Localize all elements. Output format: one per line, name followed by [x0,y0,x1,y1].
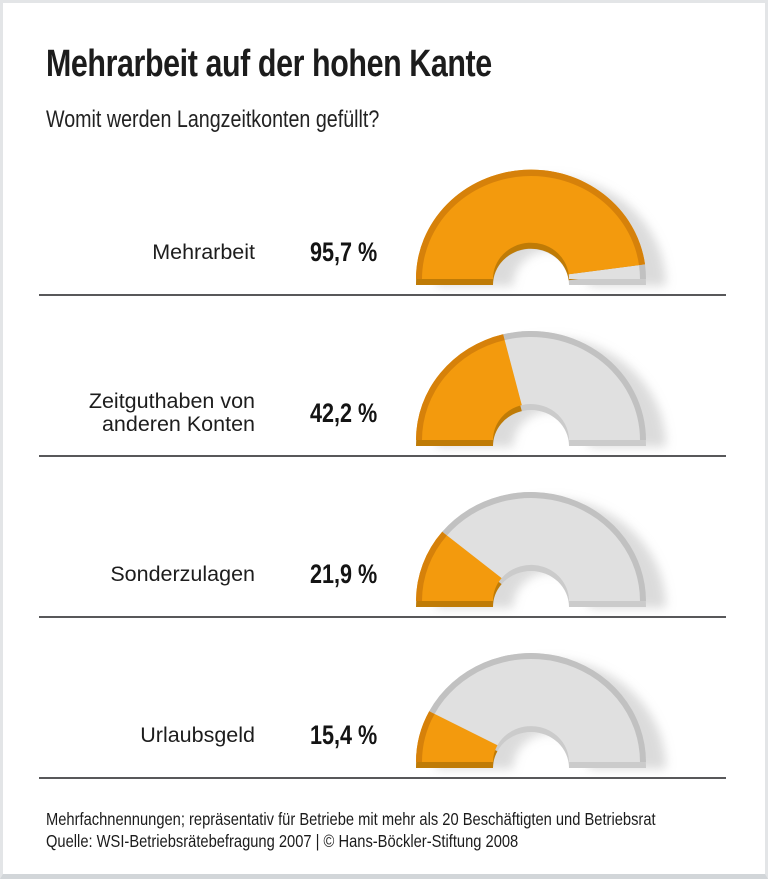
gauge-fill-face [416,334,522,440]
row-label-line: Urlaubsgeld [140,722,255,747]
row-value: 15,4 % [310,719,378,750]
gauge-fill-rim [416,531,447,601]
gauge-chart [416,653,666,769]
subtitle: Womit werden Langzeitkonten gefüllt? [46,106,380,133]
row-value: 21,9 % [310,558,378,589]
row-label: Mehrarbeit [3,221,255,283]
footer: Mehrfachnennungen; repräsentativ für Bet… [46,809,656,852]
gauge-row: Zeitguthaben von anderen Konten 42,2 % [3,296,765,457]
gauge-chart [416,492,666,608]
row-value: 42,2 % [310,397,378,428]
gauge-fill-rim [416,711,435,762]
gauge-rest-rim [639,264,647,279]
row-label-line: Sonderzulagen [110,561,255,586]
row-separator [39,294,726,296]
gauge-fill-rim [416,334,505,440]
gauge-chart [415,169,666,286]
row-label: Urlaubsgeld [3,704,255,766]
row-separator [39,616,726,618]
gauge-rows: Mehrarbeit 95,7 % Zeitguthaben von anderen … [3,135,765,779]
row-value: 95,7 % [310,236,378,267]
row-separator [39,455,726,457]
row-label-line: anderen Konten [101,412,255,436]
row-label-line: Mehrarbeit [152,239,255,264]
row-label: Sonderzulagen [3,543,255,605]
footer-source: Quelle: WSI-Betriebsrätebefragung 2007 |… [46,830,519,851]
footer-note: Mehrfachnennungen; repräsentativ für Bet… [46,809,656,829]
row-label-line: Zeitguthaben von [88,389,255,413]
gauge-rest-face [503,331,646,440]
row-separator [39,777,726,779]
gauge-row: Mehrarbeit 95,7 % [3,135,765,296]
gauge-chart [416,331,666,447]
gauge-rest-face [568,264,647,279]
gauge-fill-face [416,711,498,762]
gauge-row: Urlaubsgeld 15,4 % [3,618,765,779]
gauge-rest-face [442,492,646,601]
gauge-fill-face [416,531,502,601]
gauge-row: Sonderzulagen 21,9 % [3,457,765,618]
page-title: Mehrarbeit auf der hohen Kante [46,43,492,85]
row-label: Zeitguthaben von anderen Konten [3,382,255,444]
gauge-rest-face [429,653,646,762]
gauge-fill-face [415,169,645,279]
